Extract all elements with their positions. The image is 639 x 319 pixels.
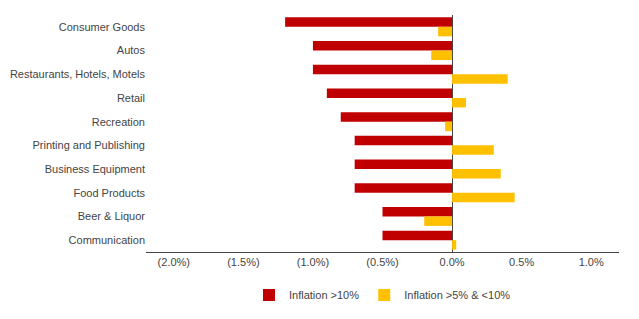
svg-text:Retail: Retail [117, 92, 145, 104]
svg-text:(1.0%): (1.0%) [297, 256, 329, 268]
svg-text:Autos: Autos [117, 44, 146, 56]
svg-text:Printing and Publishing: Printing and Publishing [32, 139, 145, 151]
svg-text:1.0%: 1.0% [579, 256, 604, 268]
svg-text:0.0%: 0.0% [440, 256, 465, 268]
svg-text:(1.5%): (1.5%) [227, 256, 259, 268]
svg-text:(0.5%): (0.5%) [366, 256, 398, 268]
svg-text:Food Products: Food Products [73, 187, 145, 199]
svg-text:0.5%: 0.5% [509, 256, 534, 268]
svg-text:Inflation >10%: Inflation >10% [289, 289, 359, 301]
svg-text:Inflation >5% & <10%: Inflation >5% & <10% [404, 289, 510, 301]
svg-text:Beer & Liquor: Beer & Liquor [78, 210, 146, 222]
svg-text:Restaurants, Hotels, Motels: Restaurants, Hotels, Motels [10, 68, 146, 80]
svg-text:Business Equipment: Business Equipment [45, 163, 145, 175]
svg-text:Communication: Communication [69, 234, 145, 246]
svg-text:Consumer Goods: Consumer Goods [59, 21, 146, 33]
svg-text:Recreation: Recreation [92, 116, 145, 128]
svg-text:(2.0%): (2.0%) [158, 256, 190, 268]
